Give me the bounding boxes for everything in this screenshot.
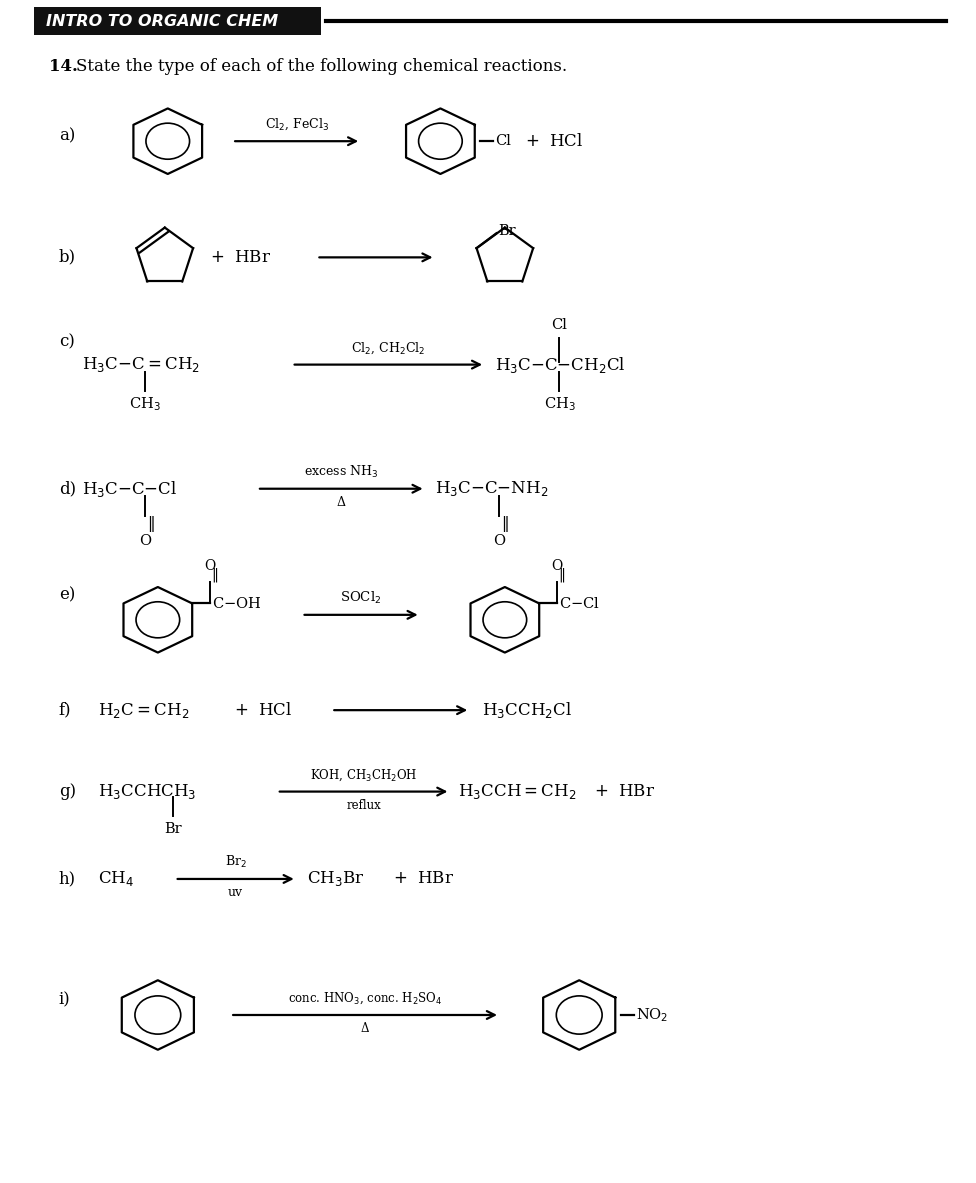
Text: Br: Br: [499, 225, 516, 238]
Text: Cl$_2$, FeCl$_3$: Cl$_2$, FeCl$_3$: [264, 117, 329, 132]
Text: H$_3$C$-$C$-$Cl: H$_3$C$-$C$-$Cl: [82, 479, 177, 499]
Text: H$_2$C$=$CH$_2$: H$_2$C$=$CH$_2$: [99, 700, 189, 719]
Text: C$-$Cl: C$-$Cl: [559, 596, 600, 610]
Text: Δ: Δ: [337, 496, 346, 509]
Text: $+$  HBr: $+$ HBr: [594, 783, 655, 800]
Text: CH$_4$: CH$_4$: [99, 870, 135, 888]
Text: SOCl$_2$: SOCl$_2$: [341, 590, 382, 606]
Text: H$_3$C$-$C$=$CH$_2$: H$_3$C$-$C$=$CH$_2$: [82, 355, 199, 374]
Text: i): i): [59, 991, 70, 1009]
Text: d): d): [59, 480, 76, 497]
Text: H$_3$CCH$=$CH$_2$: H$_3$CCH$=$CH$_2$: [459, 782, 577, 801]
Text: H$_3$C$-$C$-$CH$_2$Cl: H$_3$C$-$C$-$CH$_2$Cl: [495, 355, 626, 375]
Text: O: O: [204, 558, 216, 573]
Text: O: O: [551, 558, 563, 573]
Text: a): a): [59, 128, 75, 144]
Text: Cl: Cl: [551, 318, 567, 332]
Text: $+$  HCl: $+$ HCl: [234, 702, 293, 718]
Text: INTRO TO ORGANIC CHEM: INTRO TO ORGANIC CHEM: [46, 13, 278, 28]
Text: Br: Br: [164, 822, 182, 836]
Text: h): h): [59, 871, 76, 887]
Text: b): b): [59, 248, 76, 266]
Text: KOH, CH$_3$CH$_2$OH: KOH, CH$_3$CH$_2$OH: [310, 767, 417, 783]
Text: State the type of each of the following chemical reactions.: State the type of each of the following …: [75, 58, 567, 76]
Text: uv: uv: [228, 886, 243, 899]
Text: CH$_3$: CH$_3$: [129, 395, 161, 413]
Text: Br$_2$: Br$_2$: [224, 854, 247, 870]
Text: H$_3$CCH$_2$Cl: H$_3$CCH$_2$Cl: [482, 700, 572, 720]
Text: ‖: ‖: [147, 516, 155, 531]
Text: e): e): [59, 587, 75, 603]
Text: ‖: ‖: [212, 567, 219, 582]
Text: ‖: ‖: [558, 567, 565, 582]
Text: NO$_2$: NO$_2$: [635, 1007, 668, 1023]
Text: CH$_3$Br: CH$_3$Br: [306, 870, 364, 888]
Text: C$-$OH: C$-$OH: [212, 596, 262, 610]
Text: 14.: 14.: [49, 58, 78, 76]
Text: H$_3$C$-$C$-$NH$_2$: H$_3$C$-$C$-$NH$_2$: [435, 479, 549, 498]
Text: Cl: Cl: [495, 134, 510, 148]
Text: ‖: ‖: [501, 516, 508, 531]
Bar: [34, 7, 321, 35]
Text: f): f): [59, 702, 71, 718]
Text: O: O: [139, 535, 151, 549]
Text: $+$  HBr: $+$ HBr: [392, 871, 454, 887]
Text: g): g): [59, 783, 76, 800]
Text: Cl$_2$, CH$_2$Cl$_2$: Cl$_2$, CH$_2$Cl$_2$: [351, 341, 426, 356]
Text: reflux: reflux: [346, 799, 381, 812]
Text: H$_3$CCHCH$_3$: H$_3$CCHCH$_3$: [99, 782, 197, 801]
Text: Δ: Δ: [361, 1022, 369, 1035]
Text: $+$  HCl: $+$ HCl: [525, 132, 584, 150]
Text: $+$  HBr: $+$ HBr: [211, 248, 271, 266]
Text: conc. HNO$_3$, conc. H$_2$SO$_4$: conc. HNO$_3$, conc. H$_2$SO$_4$: [288, 990, 442, 1006]
Text: c): c): [59, 334, 74, 350]
Text: excess NH$_3$: excess NH$_3$: [304, 464, 379, 480]
Text: CH$_3$: CH$_3$: [544, 395, 575, 413]
Text: O: O: [493, 535, 505, 549]
